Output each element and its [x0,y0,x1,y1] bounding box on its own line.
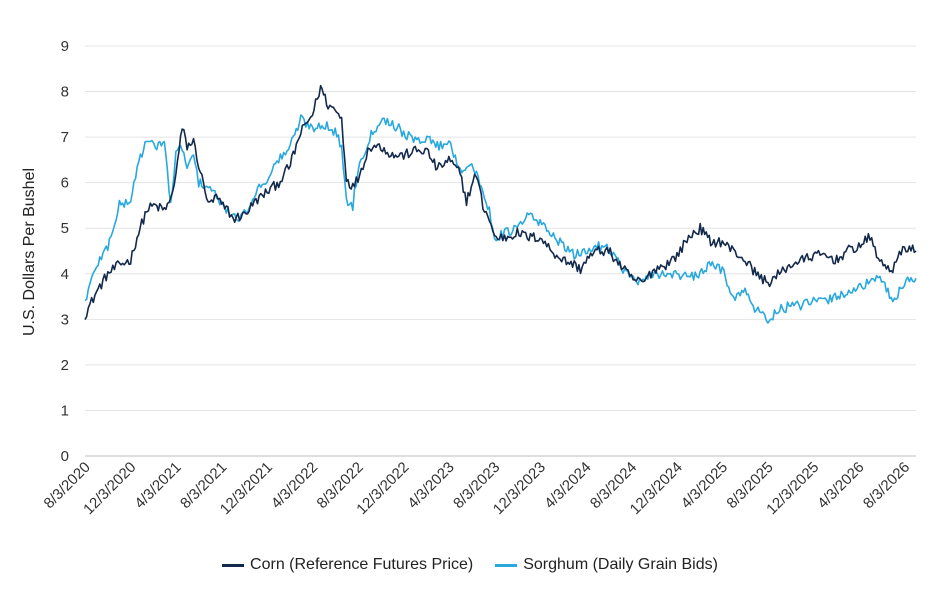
series-lines [84,84,917,324]
gridlines [85,45,916,457]
x-axis-ticks: 8/3/202012/3/20204/3/20218/3/202112/3/20… [41,459,914,518]
y-tick-label: 8 [61,84,69,101]
y-tick-label: 6 [61,175,69,192]
y-tick-label: 0 [61,448,69,465]
series-line-corn [84,84,917,320]
y-tick-label: 2 [61,357,69,374]
x-tick-label: 4/3/2022 [268,459,321,512]
y-axis-title: U.S. Dollars Per Bushel [21,168,38,336]
legend-label-sorghum: Sorghum (Daily Grain Bids) [523,556,718,573]
y-tick-label: 7 [61,129,69,146]
y-tick-label: 4 [61,266,69,283]
y-tick-label: 9 [61,38,69,55]
x-tick-label: 4/3/2025 [678,459,731,512]
legend-swatch-corn [222,563,245,567]
y-tick-label: 1 [61,402,69,419]
legend-item-corn: Corn (Reference Futures Price) [222,556,473,574]
series-line-sorghum [84,114,917,324]
y-tick-label: 5 [61,220,69,237]
y-axis-ticks: 0 1 2 3 4 5 6 7 8 9 [61,38,69,465]
x-tick-label: 4/3/2024 [541,459,594,512]
x-tick-label: 4/3/2026 [814,459,867,512]
x-tick-label: 4/3/2023 [404,459,457,512]
x-tick-label: 8/3/2026 [860,459,913,512]
legend-label-corn: Corn (Reference Futures Price) [250,556,474,573]
legend: Corn (Reference Futures Price) Sorghum (… [0,556,940,574]
legend-item-sorghum: Sorghum (Daily Grain Bids) [495,556,718,574]
legend-swatch-sorghum [495,563,518,567]
y-tick-label: 3 [61,311,69,328]
x-tick-label: 4/3/2021 [131,459,184,512]
